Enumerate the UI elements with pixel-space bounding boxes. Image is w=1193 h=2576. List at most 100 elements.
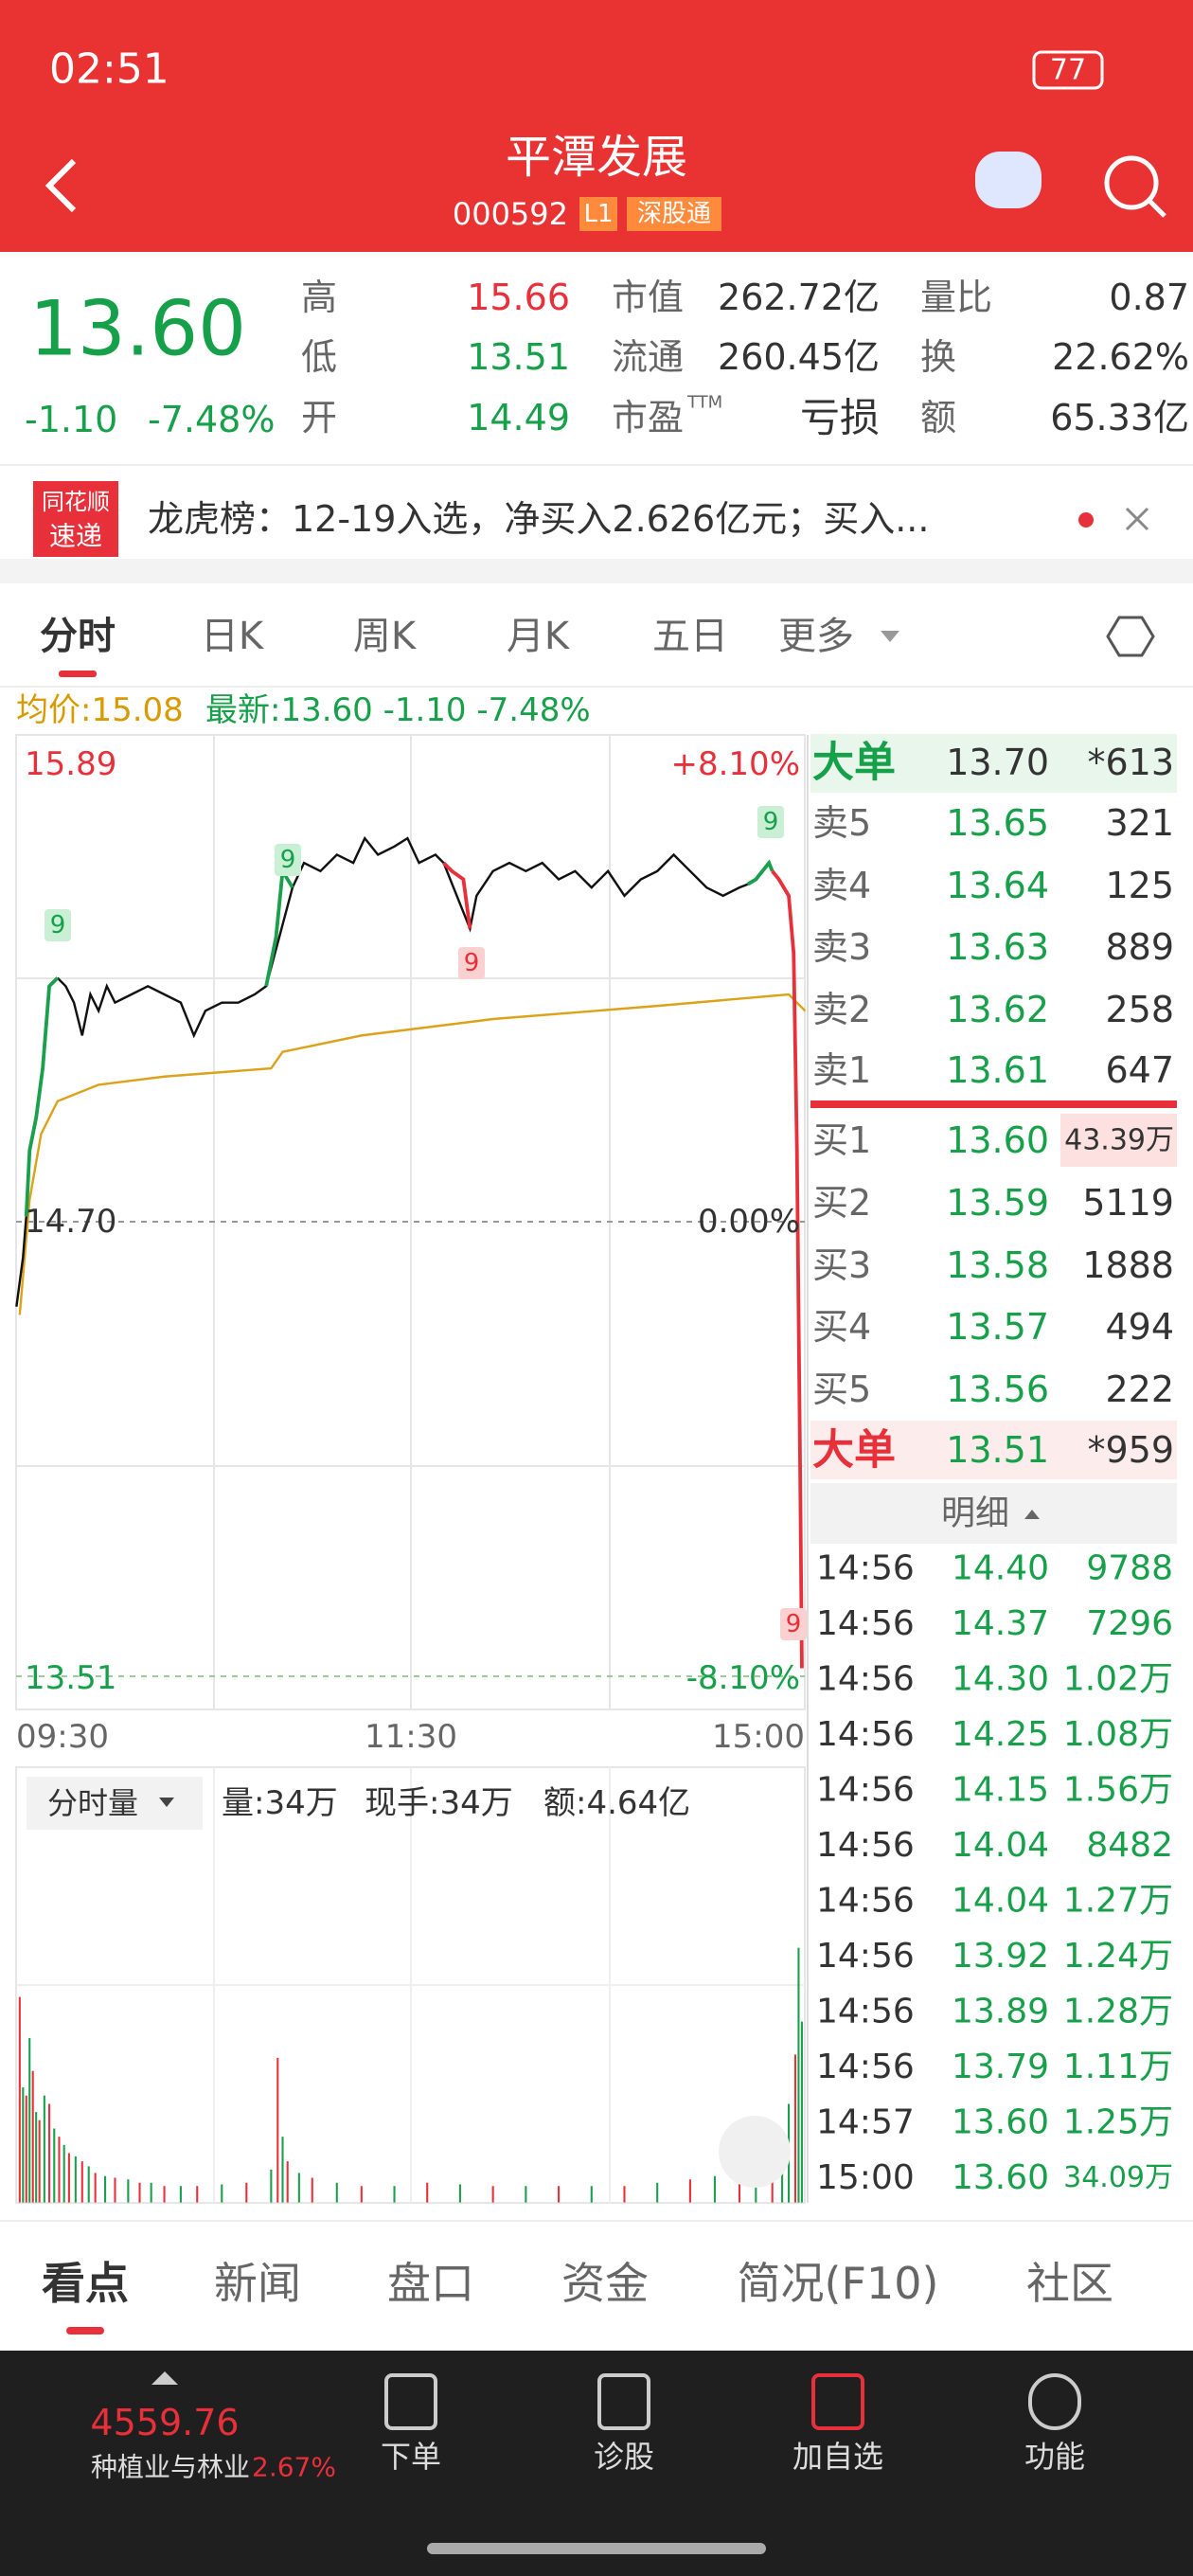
tick-volume: 1.28万 <box>1063 1993 1173 2031</box>
search-icon[interactable] <box>1104 155 1159 210</box>
marker: 9 <box>50 911 66 939</box>
footer-actions: 下单 诊股 加自选 功能 <box>381 2373 1085 2475</box>
book-label: 买1 <box>812 1119 871 1161</box>
action-label[interactable]: 功能 <box>1024 2439 1085 2475</box>
book-label: 买4 <box>812 1306 871 1348</box>
book-label: 买5 <box>812 1368 871 1410</box>
settings-icon[interactable] <box>1106 616 1155 657</box>
book-volume: 222 <box>1105 1368 1174 1410</box>
battery <box>1032 50 1104 90</box>
tick-volume: 9788 <box>1086 1549 1173 1588</box>
back-button[interactable] <box>45 158 77 213</box>
stat-label: 市值 <box>612 277 684 318</box>
book-price: 13.58 <box>946 1244 1049 1286</box>
book-volume: *959 <box>1087 1429 1174 1471</box>
tick-volume: 1.02万 <box>1063 1660 1173 1699</box>
tick-price: 14.25 <box>952 1715 1049 1754</box>
y-label: -8.10% <box>686 1659 800 1697</box>
tab[interactable]: 更多 <box>778 615 854 658</box>
tick-time: 14:56 <box>816 1882 915 1921</box>
stat-value: 13.51 <box>467 336 570 378</box>
stat-label: 市盈 <box>612 397 684 438</box>
price-lines <box>15 835 807 1669</box>
tick-time: 14:56 <box>816 2048 915 2086</box>
action-label[interactable]: 加自选 <box>792 2439 883 2475</box>
tabs: 分时 日K 周K 月K 五日 更多 <box>40 615 899 658</box>
book-label: 大单 <box>812 739 896 787</box>
robot-icon[interactable] <box>975 152 1042 208</box>
book-label: 卖4 <box>812 865 871 906</box>
book-volume: 258 <box>1105 989 1174 1030</box>
marker-bg <box>780 1608 807 1640</box>
tab[interactable]: 日K <box>201 615 265 658</box>
tab[interactable]: 周K <box>353 615 418 658</box>
book-price: 13.70 <box>946 742 1049 783</box>
action-label[interactable]: 诊股 <box>594 2439 654 2475</box>
action-icon[interactable] <box>384 2373 437 2430</box>
stat-value: 260.45亿 <box>718 336 880 378</box>
tick-price: 14.40 <box>952 1549 1049 1588</box>
unread-dot <box>1078 512 1094 528</box>
tick-time: 14:56 <box>816 1826 915 1865</box>
bottom-tab[interactable]: 新闻 <box>214 2258 301 2309</box>
bottom-tab[interactable]: 社区 <box>1026 2258 1113 2309</box>
bottom-tab[interactable]: 资金 <box>561 2258 649 2309</box>
book-label: 卖1 <box>812 1049 871 1091</box>
y-label: +8.10% <box>671 745 801 783</box>
book-price: 13.59 <box>946 1182 1049 1224</box>
tab[interactable]: 分时 <box>40 615 116 658</box>
index-name: 种植业与林业 <box>91 2452 250 2483</box>
volume-stat: 额:4.64亿 <box>543 1784 690 1822</box>
trade-ticks: 14:56 14.40 9788 14:56 14.37 7296 14:56 14.30 1.… <box>816 1549 1173 2198</box>
price-line <box>56 835 749 1039</box>
book-volume: 43.39万 <box>1064 1124 1174 1157</box>
book-label: 大单 <box>812 1426 896 1475</box>
y-label: 14.70 <box>25 1203 116 1241</box>
action-icon[interactable] <box>597 2373 650 2430</box>
book-price: 13.64 <box>946 865 1049 906</box>
bottom-tab[interactable]: 简况(F10) <box>738 2258 939 2309</box>
banner-text[interactable]: 龙虎榜：12-19入选，净买入2.626亿元；买入... <box>148 498 929 540</box>
fullscreen-button[interactable] <box>719 2116 791 2188</box>
detail-header[interactable]: 明细 <box>941 1494 1009 1533</box>
tab[interactable]: 月K <box>507 615 571 658</box>
stat-value: 亏损 <box>800 395 880 441</box>
price-line <box>15 1216 27 1307</box>
volume-selector[interactable] <box>27 1777 203 1830</box>
book-price: 13.62 <box>946 989 1049 1030</box>
tick-price: 13.60 <box>952 2158 1049 2197</box>
expand-arrow[interactable] <box>151 2371 178 2385</box>
bottom-tabs: 看点 新闻 盘口 资金 简况(F10) 社区 <box>42 2258 1113 2309</box>
bottom-tab[interactable]: 看点 <box>42 2258 129 2309</box>
stat-label: 流通 <box>612 336 684 378</box>
book-volume: 321 <box>1105 802 1174 844</box>
book-divider <box>810 1100 1177 1108</box>
price-line-down <box>442 861 472 929</box>
price-line-up <box>264 865 294 987</box>
badge-bg <box>579 197 617 231</box>
tick-volume: 8482 <box>1086 1826 1173 1865</box>
avg-line <box>18 993 807 1315</box>
stat-label: 高 <box>301 277 337 318</box>
tick-volume: 34.09万 <box>1063 2161 1173 2194</box>
close-button[interactable] <box>1125 507 1149 531</box>
tick-volume: 1.08万 <box>1063 1715 1173 1754</box>
tick-price: 14.15 <box>952 1771 1049 1810</box>
book-volume: *613 <box>1087 742 1174 783</box>
action-icon[interactable] <box>1028 2373 1081 2430</box>
bottom-tab[interactable]: 盘口 <box>387 2258 474 2309</box>
book-volume: 5119 <box>1082 1182 1174 1224</box>
book-volume: 1888 <box>1082 1244 1174 1286</box>
y-label: 0.00% <box>698 1203 800 1241</box>
stat-value: 14.49 <box>467 397 570 438</box>
search-icon-handle <box>1148 199 1166 218</box>
action-label[interactable]: 下单 <box>381 2439 441 2475</box>
action-icon[interactable] <box>811 2373 864 2430</box>
marker-bg <box>458 947 485 979</box>
tick-volume: 1.25万 <box>1063 2103 1173 2142</box>
price-line-up <box>24 976 60 1217</box>
book-price: 13.61 <box>946 1049 1049 1091</box>
tab[interactable]: 五日 <box>652 615 728 658</box>
